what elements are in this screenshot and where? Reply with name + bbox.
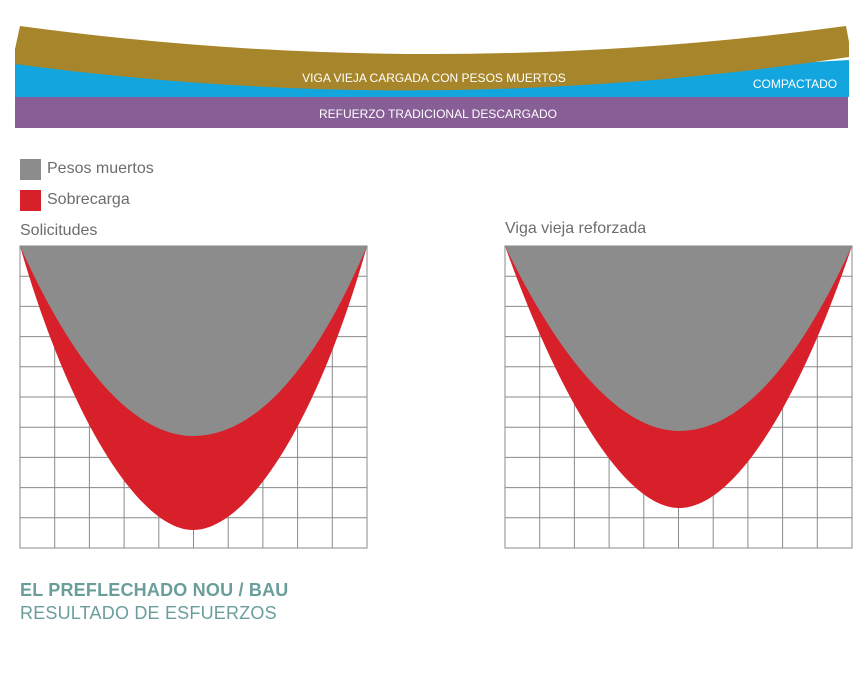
dead-load-area-right — [505, 246, 852, 431]
compactado-label: COMPACTADO — [753, 77, 837, 91]
legend-label: Sobrecarga — [47, 191, 130, 208]
old-beam-label: VIGA VIEJA CARGADA CON PESOS MUERTOS — [302, 71, 566, 85]
chart-title-solicitudes: Solicitudes — [20, 222, 98, 239]
legend-swatch-red — [20, 189, 41, 211]
chart-frame-left — [19, 245, 368, 549]
reinforcement-label: REFUERZO TRADICIONAL DESCARGADO — [319, 107, 557, 121]
old-beam — [15, 26, 849, 91]
beam-diagram: VIGA VIEJA CARGADA CON PESOS MUERTOS COM… — [15, 26, 849, 128]
reinforcement-beam — [15, 97, 848, 128]
footer-title: EL PREFLECHADO NOU / BAU — [20, 580, 289, 600]
legend-item-sobrecarga: Sobrecarga — [20, 189, 130, 211]
chart-title-viga-reforzada: Viga vieja reforzada — [505, 220, 647, 237]
legend-item-pesos-muertos: Pesos muertos — [20, 158, 154, 180]
legend-swatch-gray — [20, 158, 41, 180]
legend-label: Pesos muertos — [47, 160, 154, 177]
footer-subtitle: RESULTADO DE ESFUERZOS — [20, 603, 277, 623]
chart-frame-right — [504, 245, 853, 549]
dead-load-area-left — [20, 246, 367, 436]
